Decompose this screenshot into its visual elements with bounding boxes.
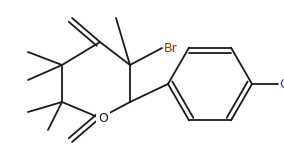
Text: Br: Br — [164, 42, 178, 55]
Text: Cl: Cl — [279, 78, 284, 91]
Text: O: O — [98, 111, 108, 124]
